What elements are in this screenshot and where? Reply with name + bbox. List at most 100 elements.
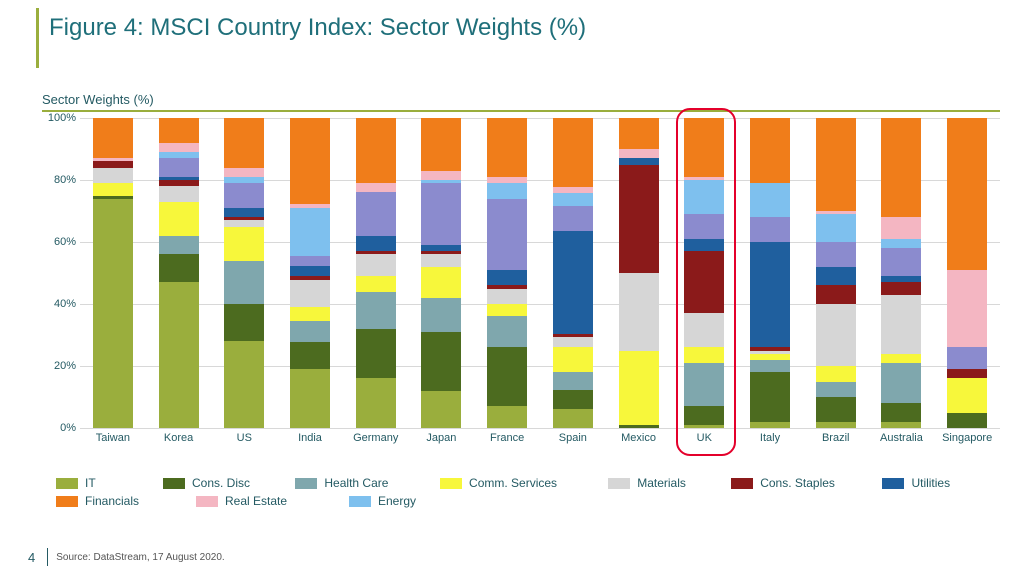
chart-area: 0%20%40%60%80%100% TaiwanKoreaUSIndiaGer… [42,110,1000,470]
bar-segment-it [553,409,593,428]
bar-segment-cons_staples [159,180,199,186]
bar-segment-materials [750,351,790,354]
bar-segment-cons_staples [487,285,527,288]
bar-segment-cons_staples [947,369,987,378]
bar-segment-cons_staples [224,217,264,220]
bar-segment-materials [553,337,593,346]
bar-segment-comm_services [619,351,659,425]
bar-segment-health_care [224,261,264,304]
bar-segment-health_care [290,321,330,342]
x-axis-label: Australia [880,432,923,444]
bar-column [487,118,527,428]
bar-segment-utilities [750,242,790,347]
bar-segment-comm_services [553,347,593,372]
bar-column [947,118,987,428]
bar-segment-it [750,422,790,428]
grid-line [80,118,1000,119]
legend-item-health_care: Health Care [295,476,430,490]
x-axis-label: Brazil [822,432,850,444]
bar-segment-comm_services [750,354,790,360]
bar-segment-financials [487,118,527,177]
y-tick-label: 0% [42,422,76,434]
bar-segment-financials [553,118,593,187]
bar-segment-financials [356,118,396,183]
bar-segment-utilities [159,177,199,180]
bar-segment-it [159,282,199,428]
bar-segment-it [881,422,921,428]
bar-segment-financials [421,118,461,171]
bar-segment-real_estate [421,171,461,180]
bar-segment-industrials [947,347,987,369]
bar-segment-industrials [487,199,527,270]
legend-label: Financials [85,494,139,508]
bar-segment-financials [750,118,790,183]
legend-label: Energy [378,494,416,508]
legend-item-financials: Financials [56,494,186,508]
bar-segment-energy [553,193,593,206]
bar-segment-energy [159,152,199,158]
bar-segment-industrials [356,192,396,235]
legend-swatch [56,478,78,489]
y-tick-label: 80% [42,174,76,186]
title-block: Figure 4: MSCI Country Index: Sector Wei… [36,8,586,68]
bar-segment-cons_staples [290,276,330,279]
legend-swatch [349,496,371,507]
legend-item-cons_staples: Cons. Staples [731,476,872,490]
bar-segment-industrials [159,158,199,177]
bar-segment-cons_disc [553,390,593,409]
bar-segment-cons_disc [816,397,856,422]
legend-label: Health Care [324,476,388,490]
legend-label: IT [85,476,96,490]
bar-segment-utilities [619,158,659,164]
legend-item-it: IT [56,476,153,490]
legend-swatch [608,478,630,489]
bar-segment-real_estate [356,183,396,192]
bar-segment-utilities [553,231,593,334]
legend-item-comm_services: Comm. Services [440,476,598,490]
bar-segment-it [93,199,133,428]
bar-segment-health_care [159,236,199,255]
bar-segment-cons_disc [750,372,790,422]
bar-segment-financials [947,118,987,270]
x-axis-label: Japan [426,432,456,444]
bar-segment-real_estate [159,143,199,152]
bar-segment-cons_staples [619,165,659,274]
legend-swatch [440,478,462,489]
legend-swatch [56,496,78,507]
bar-column [750,118,790,428]
bar-segment-cons_staples [881,282,921,294]
bar-segment-cons_disc [159,254,199,282]
grid-line [80,242,1000,243]
bar-segment-industrials [750,217,790,242]
bar-segment-energy [487,183,527,199]
grid-line [80,428,1000,429]
bar-segment-cons_disc [619,425,659,428]
bar-segment-comm_services [224,227,264,261]
bar-segment-financials [159,118,199,143]
bar-segment-it [224,341,264,428]
legend-item-energy: Energy [349,494,459,508]
x-axis-label: Germany [353,432,398,444]
y-tick-label: 100% [42,112,76,124]
y-tick-label: 60% [42,236,76,248]
x-axis-label: US [237,432,252,444]
bar-column [93,118,133,428]
bar-segment-cons_staples [750,347,790,350]
bar-segment-real_estate [881,217,921,239]
bar-segment-real_estate [947,270,987,348]
x-axis-label: Mexico [621,432,656,444]
legend-row: ITCons. DiscHealth CareComm. ServicesMat… [56,476,996,490]
x-axis-label: Singapore [942,432,992,444]
bar-segment-it [816,422,856,428]
legend-label: Comm. Services [469,476,557,490]
bar-segment-health_care [553,372,593,391]
bar-segment-cons_disc [93,196,133,199]
bar-segment-energy [816,214,856,242]
legend-swatch [163,478,185,489]
bar-segment-industrials [290,256,330,266]
bar-segment-materials [224,220,264,226]
bar-segment-real_estate [816,211,856,214]
bar-segment-it [421,391,461,428]
bar-segment-financials [619,118,659,149]
bar-segment-it [487,406,527,428]
